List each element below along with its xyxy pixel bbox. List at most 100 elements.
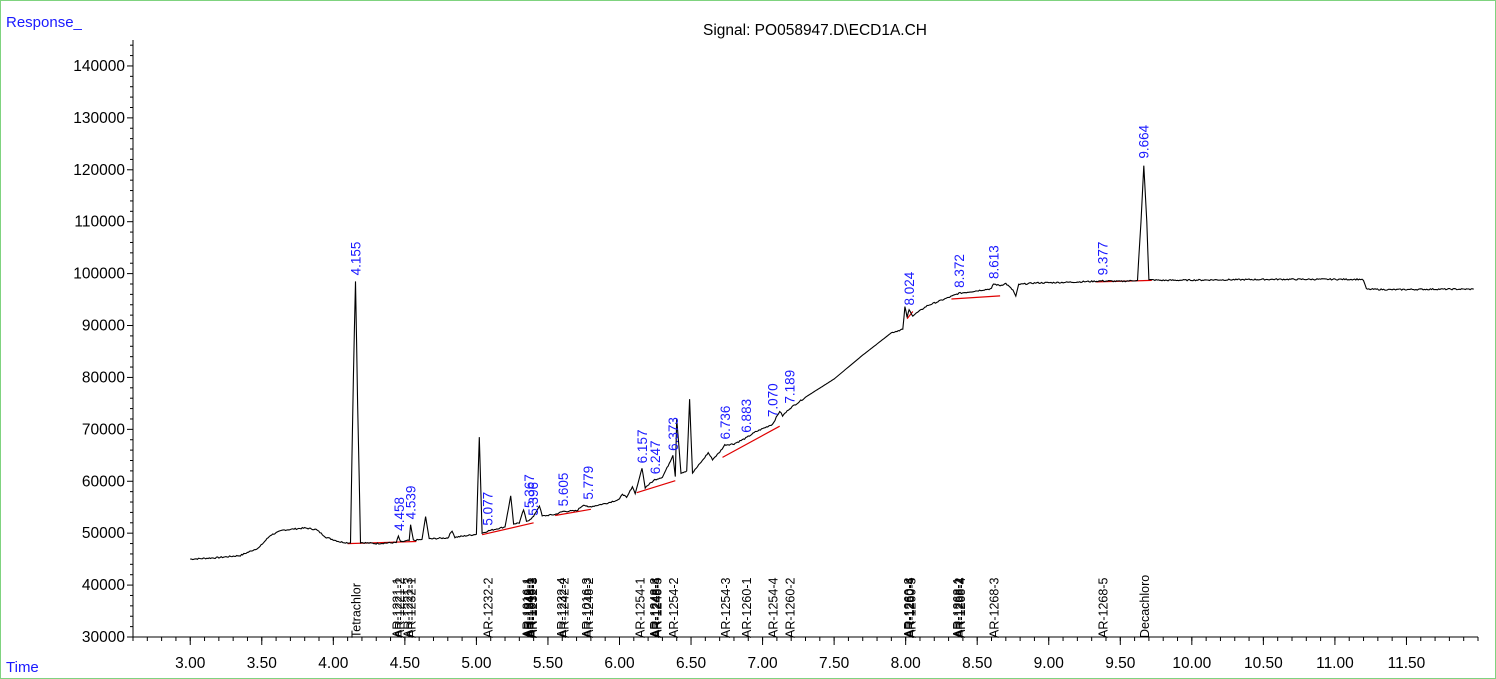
peak-label: 8.613 (986, 245, 1001, 279)
compound-label: AR-1268-3 (987, 578, 1001, 638)
peak-label: 7.070 (766, 383, 781, 417)
x-tick-label: 9.00 (1034, 655, 1065, 672)
compound-label: AR-1248-4 (649, 578, 663, 638)
compound-label: AR-1260-3 (902, 578, 916, 638)
peak-label: 6.157 (635, 430, 650, 464)
y-tick-label: 110000 (74, 214, 125, 231)
compound-label: AR-1016-2 (525, 578, 539, 638)
axes: 30000 40000 50000 60000 70000 80000 90000 10000… (73, 40, 1479, 672)
peak-label: 5.605 (556, 473, 571, 507)
x-tick-label: 6.00 (604, 655, 635, 672)
compound-labels: Tetrachlor AR-1221-1AR-1221-2AR-1221-3AR-… (349, 575, 1151, 638)
y-tick-label: 120000 (73, 162, 125, 179)
integration-baseline (636, 480, 676, 494)
y-tick-label: 40000 (82, 577, 125, 594)
x-tick-label: 5.50 (533, 655, 564, 672)
y-tick-label: 30000 (82, 629, 125, 646)
peak-label: 6.736 (718, 406, 733, 440)
compound-label: AR-1260-4 (903, 578, 917, 638)
peak-label: 4.539 (403, 486, 418, 520)
compound-label: AR-1254-2 (667, 578, 681, 638)
x-tick-label: 5.00 (461, 655, 492, 672)
compound-label: AR-1242-1 (522, 578, 536, 638)
x-tick-label: 6.50 (676, 655, 707, 672)
compound-label: AR-1254-3 (719, 578, 733, 638)
peak-label: 8.372 (952, 254, 967, 288)
y-tick-label: 60000 (82, 473, 125, 490)
compound-label: AR-1221-2 (393, 578, 407, 638)
peak-label: 4.155 (348, 242, 363, 276)
peak-label: 4.458 (392, 497, 407, 531)
x-tick-label: 10.50 (1244, 655, 1283, 672)
peak-label: 6.247 (648, 440, 663, 474)
y-tick-label: 90000 (82, 318, 125, 335)
compound-label: AR-1232-4 (555, 578, 569, 638)
compound-label: AR-1016-3 (580, 578, 594, 638)
x-tick-label: 3.00 (175, 655, 206, 672)
compound-label: AR-1248-5 (651, 578, 665, 638)
x-tick-label: 11.50 (1388, 655, 1426, 672)
peak-label: 8.024 (902, 271, 917, 305)
compound-label: AR-1260-2 (784, 578, 798, 638)
compound-label: AR-1221-1 (390, 578, 404, 638)
integration-baseline (554, 508, 592, 517)
y-tick-label: 130000 (73, 110, 125, 127)
peak-label: 6.373 (666, 417, 681, 451)
peak-label: 9.377 (1096, 242, 1111, 276)
compound-label: AR-1221-3 (402, 578, 416, 638)
compound-label: AR-1248-3 (648, 578, 662, 638)
y-tick-label: 100000 (73, 266, 125, 283)
peak-label: 5.396 (526, 482, 541, 516)
compound-label: AR-1232-2 (481, 578, 495, 638)
compound-label: Tetrachlor (349, 583, 363, 638)
compound-label: AR-1268-2 (953, 578, 967, 638)
compound-label: AR-1260-1 (740, 578, 754, 638)
compound-label: AR-1254-4 (767, 578, 781, 638)
x-tick-label: 10.00 (1172, 655, 1211, 672)
x-tick-label: 8.50 (962, 655, 993, 672)
x-tick-label: 4.50 (390, 655, 421, 672)
compound-label: AR-1232-3 (526, 578, 540, 638)
x-tick-label: 11.00 (1316, 655, 1354, 672)
integration-baseline (481, 522, 534, 536)
compound-label: AR-1232-1 (405, 578, 419, 638)
peak-label: 6.883 (739, 399, 754, 433)
x-tick-label: 8.00 (891, 655, 922, 672)
peak-label: 5.077 (480, 492, 495, 526)
integration-baseline (347, 540, 417, 545)
y-axis-label: Response_ (6, 14, 82, 31)
peak-label: 9.664 (1137, 124, 1152, 158)
peak-label: 5.367 (522, 474, 537, 508)
compound-label: AR-1268-1 (951, 578, 965, 638)
y-tick-label: 70000 (82, 421, 125, 438)
compound-label: AR-1248-2 (582, 578, 596, 638)
integration-baseline (722, 425, 780, 458)
compound-label: AR-1248-1 (523, 578, 537, 638)
integration-baseline (951, 295, 1001, 300)
x-tick-label: 7.00 (747, 655, 778, 672)
x-tick-label: 9.50 (1105, 655, 1136, 672)
peak-label: 5.779 (581, 466, 596, 500)
x-tick-label: 7.50 (819, 655, 850, 672)
y-tick-label: 140000 (73, 58, 125, 75)
x-axis-label: Time (6, 659, 39, 676)
y-tick-label: 80000 (82, 369, 125, 386)
compound-label: AR-1260-5 (905, 578, 919, 638)
compound-label: AR-1016-1 (520, 578, 534, 638)
peak-label: 7.189 (783, 370, 798, 404)
compound-label: AR-1254-1 (634, 578, 648, 638)
signal-line (190, 165, 1474, 561)
compound-label: AR-1268-4 (954, 578, 968, 638)
compound-label: AR-1242-2 (558, 578, 572, 638)
integration-baseline (906, 311, 914, 320)
y-tick-label: 50000 (82, 525, 125, 542)
chart-title: Signal: PO058947.D\ECD1A.CH (703, 22, 927, 39)
x-tick-label: 3.50 (247, 655, 278, 672)
signal-trace (190, 165, 1474, 561)
compound-label: Decachloro (1138, 575, 1152, 638)
compound-label: AR-1268-5 (1097, 578, 1111, 638)
baselines (347, 279, 1152, 545)
